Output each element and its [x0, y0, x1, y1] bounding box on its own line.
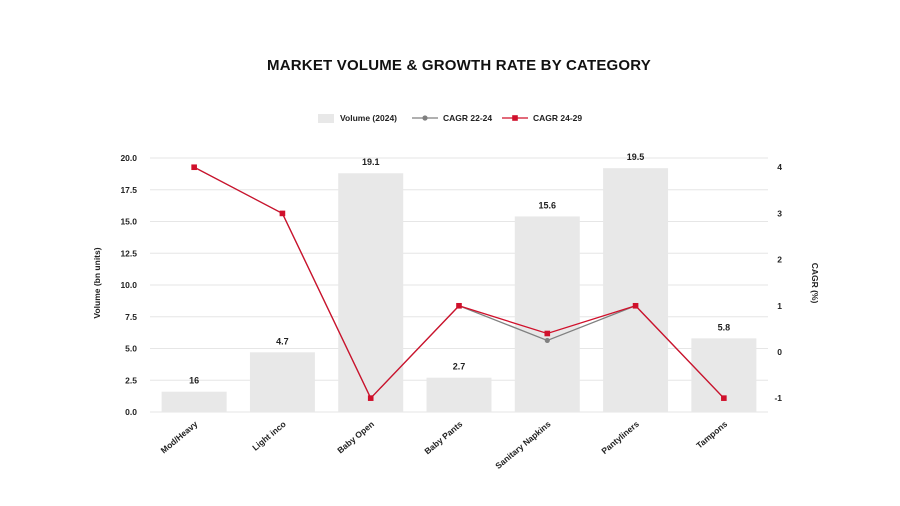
bar-data-label: 15.6 — [539, 200, 557, 210]
right-tick-label: 3 — [777, 208, 782, 218]
category-label: Pantyliners — [599, 419, 641, 456]
cagr-24-29-point — [279, 210, 286, 217]
cagr-24-29-point — [632, 302, 639, 309]
legend-swatch-volume — [318, 114, 334, 123]
left-tick-label: 20.0 — [120, 153, 137, 163]
volume-bar — [426, 377, 492, 412]
legend-marker-cagr-24-29 — [512, 115, 518, 121]
gridlines — [150, 157, 768, 413]
y-axis-label: Volume (bn units) — [92, 247, 102, 318]
bar-data-label: 19.1 — [362, 157, 380, 167]
bar-data-label: 19.5 — [627, 152, 645, 162]
y2-axis-label: CAGR (%) — [810, 263, 820, 304]
left-tick-label: 17.5 — [120, 185, 137, 195]
category-label: Baby Pants — [422, 419, 464, 457]
cagr-22-24-point — [544, 337, 550, 344]
volume-bar — [514, 216, 580, 412]
left-tick-label: 2.5 — [125, 375, 137, 385]
right-tick-label: 2 — [777, 255, 782, 265]
cagr-24-29-point — [544, 330, 551, 337]
chart-title: MARKET VOLUME & GROWTH RATE BY CATEGORY — [267, 57, 651, 74]
left-tick-label: 12.5 — [120, 248, 137, 258]
category-label: Sanitary Napkins — [493, 419, 552, 471]
bar-data-label: 4.7 — [276, 336, 289, 346]
right-tick-label: 0 — [777, 347, 782, 357]
left-tick-label: 5.0 — [125, 344, 137, 354]
legend-marker-cagr-22-24 — [422, 115, 428, 121]
right-tick-label: 1 — [777, 301, 782, 311]
category-labels: Mod/Heavy Light inco Baby Open Baby Pants Sa… — [159, 419, 730, 471]
cagr-24-29-point — [367, 395, 374, 401]
category-label: Mod/Heavy — [159, 419, 200, 456]
legend-label-volume: Volume (2024) — [340, 113, 397, 123]
legend-label-cagr-24-29: CAGR 24-29 — [533, 113, 582, 123]
volume-bar — [603, 168, 669, 412]
volume-bar — [161, 391, 227, 412]
bar-data-label: 16 — [189, 376, 199, 386]
bar-data-label: 2.7 — [453, 362, 466, 372]
volume-bar — [249, 352, 315, 412]
left-axis-ticks: 0.0 2.5 5.0 7.5 10.0 12.5 15.0 17.5 20.0 — [120, 153, 137, 417]
legend-label-cagr-22-24: CAGR 22-24 — [443, 113, 492, 123]
volume-bar — [338, 173, 404, 412]
category-label: Baby Open — [335, 419, 376, 456]
category-label: Tampons — [694, 419, 729, 451]
cagr-24-29-point — [721, 395, 727, 401]
left-tick-label: 7.5 — [125, 312, 137, 322]
cagr-24-29-point — [456, 302, 462, 309]
left-tick-label: 10.0 — [120, 280, 137, 290]
left-tick-label: 15.0 — [120, 217, 137, 227]
cagr-24-29-point — [191, 164, 197, 171]
right-tick-label: 4 — [777, 162, 782, 172]
legend: Volume (2024) CAGR 22-24 CAGR 24-29 — [318, 113, 582, 123]
bar-data-label: 5.8 — [718, 322, 731, 332]
right-tick-label: -1 — [774, 393, 782, 403]
category-label: Light inco — [250, 419, 288, 453]
volume-bars: 16 4.7 19.1 2.7 15.6 19.5 5.8 — [161, 152, 757, 412]
left-tick-label: 0.0 — [125, 407, 137, 417]
cagr-lines — [191, 164, 727, 401]
right-axis-ticks: -1 0 1 2 3 4 — [774, 162, 782, 403]
